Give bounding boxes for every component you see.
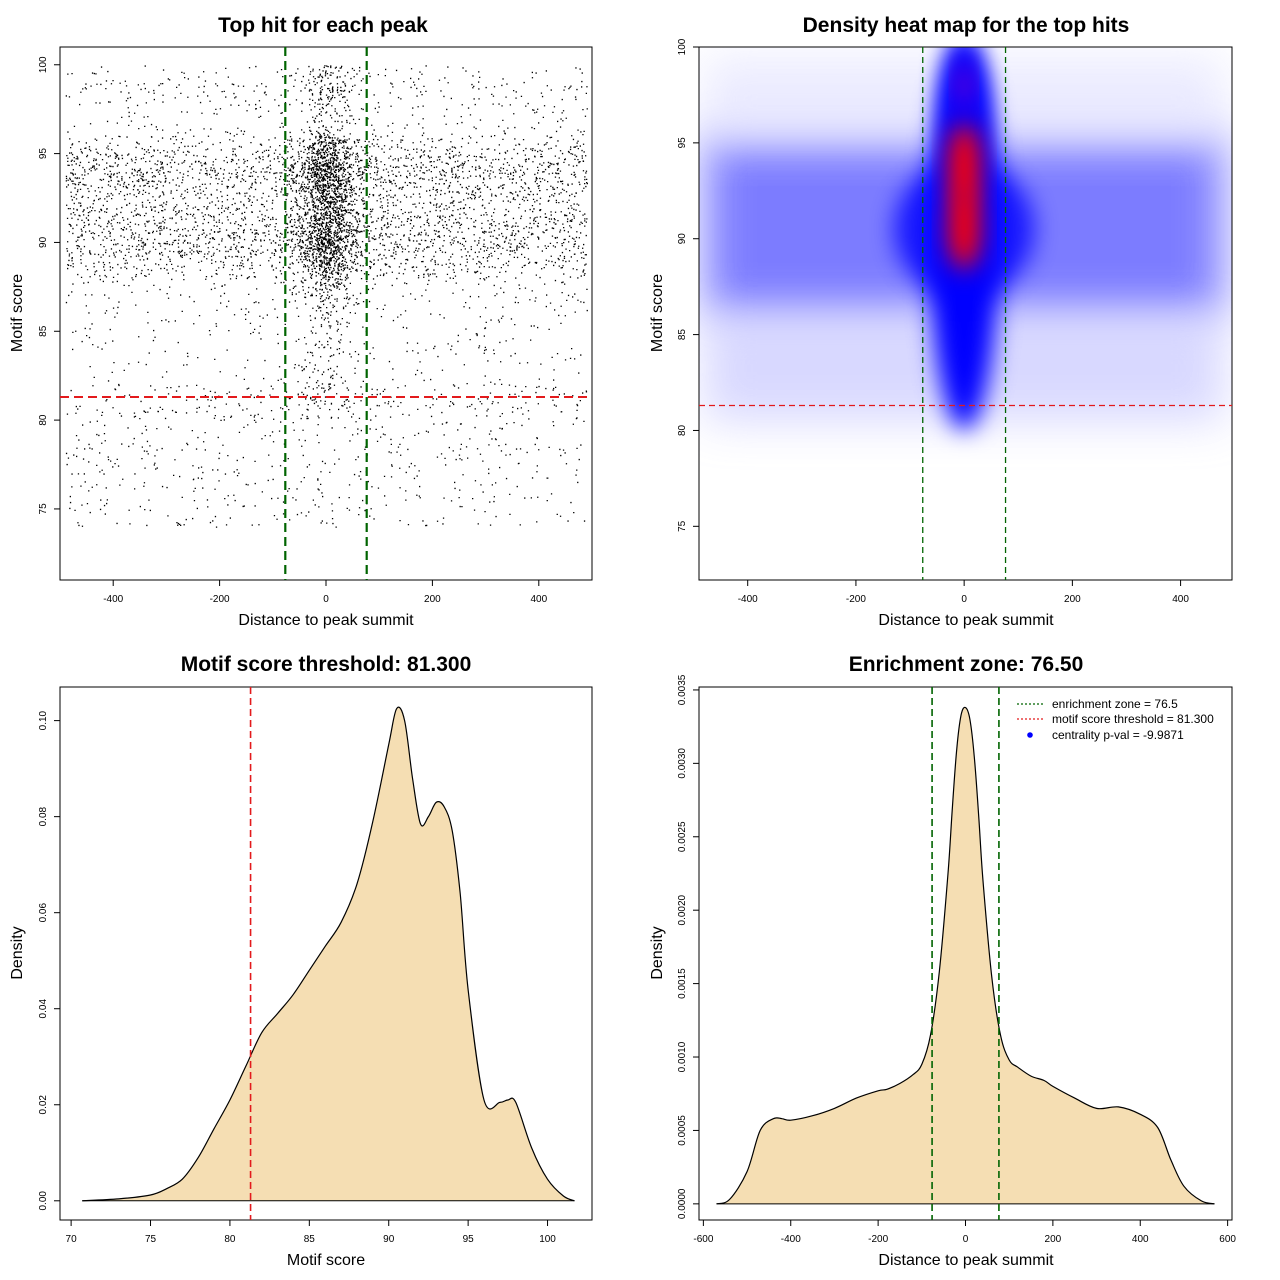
y-tick-label: 0.0015: [677, 968, 688, 999]
x-tick-label: 400: [1172, 594, 1189, 605]
heatmap-area: [699, 47, 1232, 580]
x-axis-label: Distance to peak summit: [238, 612, 414, 629]
x-axis: 70 75 80 85 90 95 100: [66, 1219, 556, 1245]
y-tick-label: 0.0030: [677, 748, 688, 779]
x-tick-label: -600: [693, 1234, 713, 1245]
chart-title: Enrichment zone: 76.50: [849, 653, 1084, 676]
x-tick-label: -200: [210, 594, 230, 605]
x-tick-label: 75: [145, 1234, 157, 1245]
y-axis-label: Density: [649, 926, 666, 979]
x-tick-label: 70: [66, 1234, 78, 1245]
y-tick-label: 75: [677, 520, 688, 532]
panel-score-density: Motif score threshold: 81.300 70 75 80 85 90…: [9, 653, 593, 1269]
density-line: [82, 706, 575, 1202]
scatter-point-cloud: [65, 65, 588, 528]
density-curve: [82, 706, 575, 1202]
density-fill: [716, 707, 1215, 1204]
y-tick-label: 75: [38, 503, 49, 515]
x-tick-label: 200: [424, 594, 441, 605]
legend-label: enrichment zone = 76.5: [1052, 697, 1178, 711]
x-axis: -400 -200 0 200 400: [738, 579, 1189, 605]
heat-hotspot: [947, 123, 981, 209]
heat-hotspot: [956, 62, 972, 109]
y-tick-label: 0.02: [38, 1095, 49, 1115]
x-tick-label: 80: [224, 1234, 236, 1245]
y-tick-label: 100: [38, 56, 49, 73]
legend: enrichment zone = 76.5 motif score thres…: [1017, 697, 1214, 742]
scatter-points: [65, 65, 588, 528]
x-tick-label: 200: [1064, 594, 1081, 605]
y-tick-label: 0.08: [38, 806, 49, 826]
y-axis: 0.00 0.02 0.04 0.06 0.08 0.10: [38, 710, 61, 1211]
y-axis-label: Motif score: [649, 274, 666, 352]
y-tick-label: 80: [677, 424, 688, 436]
x-tick-label: -200: [846, 594, 866, 605]
x-tick-label: 90: [383, 1234, 395, 1245]
y-tick-label: 100: [677, 38, 688, 55]
legend-label: centrality p-val = -9.9871: [1052, 728, 1184, 742]
legend-label: motif score threshold = 81.300: [1052, 712, 1214, 726]
y-tick-label: 85: [677, 329, 688, 341]
y-tick-label: 0.0010: [677, 1041, 688, 1072]
y-tick-label: 80: [38, 414, 49, 426]
y-tick-label: 85: [38, 325, 49, 337]
y-tick-label: 90: [677, 233, 688, 245]
x-tick-label: -200: [868, 1234, 888, 1245]
x-axis-label: Motif score: [287, 1252, 365, 1269]
y-axis-label: Motif score: [9, 274, 26, 352]
reference-lines: [931, 687, 1000, 1220]
density-fill: [82, 707, 575, 1201]
x-tick-label: -400: [103, 594, 123, 605]
panel-scatter: Top hit for each peak -400 -200 0 200 400 75…: [9, 14, 593, 629]
y-axis: 0.0000 0.0005 0.0010 0.0015 0.0020 0.0025 0.00…: [677, 674, 700, 1219]
y-tick-label: 90: [38, 236, 49, 248]
x-tick-label: 400: [1132, 1234, 1149, 1245]
y-tick-label: 0.0020: [677, 894, 688, 925]
y-tick-label: 0.0000: [677, 1188, 688, 1219]
chart-title: Density heat map for the top hits: [803, 14, 1130, 37]
x-axis: -400 -200 0 200 400: [103, 579, 548, 605]
y-tick-label: 0.06: [38, 903, 49, 923]
x-tick-label: 100: [539, 1234, 556, 1245]
y-axis: 75 80 85 90 95 100: [38, 56, 61, 515]
y-tick-label: 0.04: [38, 999, 49, 1019]
x-axis: -600 -400 -200 0 200 400 600: [693, 1219, 1236, 1245]
legend-swatch-pval: [1027, 732, 1033, 738]
y-axis: 75 80 85 90 95 100: [677, 38, 700, 532]
y-tick-label: 0.00: [38, 1191, 49, 1211]
x-tick-label: 85: [304, 1234, 316, 1245]
x-tick-label: 0: [963, 1234, 969, 1245]
x-tick-label: -400: [781, 1234, 801, 1245]
x-tick-label: 400: [530, 594, 547, 605]
x-axis-label: Distance to peak summit: [878, 612, 1054, 629]
density-line: [716, 706, 1215, 1205]
density-curve: [716, 706, 1215, 1205]
x-tick-label: 0: [323, 594, 329, 605]
chart-title: Top hit for each peak: [218, 14, 428, 37]
reference-lines: [60, 47, 592, 580]
heat-hotspot: [947, 185, 981, 270]
x-tick-label: 600: [1219, 1234, 1236, 1245]
y-tick-label: 95: [677, 137, 688, 149]
y-tick-label: 0.0005: [677, 1115, 688, 1146]
y-tick-label: 0.0025: [677, 821, 688, 852]
x-tick-label: 0: [961, 594, 967, 605]
x-tick-label: 95: [463, 1234, 475, 1245]
heatmap-density: [704, 47, 1224, 431]
y-axis-label: Density: [9, 926, 26, 979]
x-tick-label: 200: [1045, 1234, 1062, 1245]
y-tick-label: 95: [38, 148, 49, 160]
chart-title: Motif score threshold: 81.300: [181, 653, 472, 676]
x-tick-label: -400: [738, 594, 758, 605]
x-axis-label: Distance to peak summit: [878, 1252, 1054, 1269]
y-tick-label: 0.10: [38, 710, 49, 730]
panel-distance-density: Enrichment zone: 76.50 -600 -400 -200 0 200 4…: [649, 653, 1236, 1269]
panel-heatmap: Density heat map for the top hits -400 -2…: [649, 14, 1233, 629]
y-tick-label: 0.0035: [677, 674, 688, 705]
reference-lines: [699, 47, 1232, 580]
